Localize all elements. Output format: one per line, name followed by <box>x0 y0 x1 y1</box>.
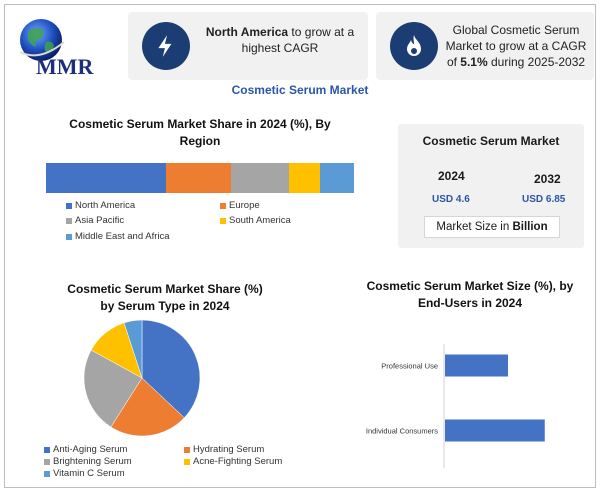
region-legend-item-middle-east-and-africa: Middle East and Africa <box>66 231 170 242</box>
region-legend-item-south-america: South America <box>220 215 291 226</box>
enduser-bar-chart: Professional Use Individual Consumers <box>366 344 545 468</box>
legend-swatch <box>66 202 72 209</box>
enduser-bar-professional-use <box>445 354 508 377</box>
serum-chart-title: Cosmetic Serum Market Share (%) by Serum… <box>67 282 263 313</box>
region-bar-segment-middle-east-and-africa <box>320 163 354 193</box>
legend-swatch <box>44 458 50 465</box>
mmr-logo: MMR <box>14 14 124 79</box>
serum-legend-item-hydrating-serum: Hydrating Serum <box>184 444 264 455</box>
legend-swatch <box>184 446 190 453</box>
region-chart-title: Cosmetic Serum Market Share in 2024 (%),… <box>69 117 331 148</box>
value-2024: USD 4.6 <box>432 194 470 205</box>
legend-label: Europe <box>229 200 260 211</box>
region-bar-segment-north-america <box>46 163 167 193</box>
north-america-callout: North America to grow at a highest CAGR <box>128 12 368 80</box>
pie-slice-brightening-serum <box>83 349 143 428</box>
serum-legend-item-anti-aging-serum: Anti-Aging Serum <box>44 444 127 455</box>
enduser-category-label-professional-use: Professional Use <box>381 362 438 371</box>
market-size-card: Cosmetic Serum Market 2024 USD 4.6 2032 … <box>398 124 584 248</box>
year-2032-label: 2032 <box>534 172 561 186</box>
enduser-chart-title: Cosmetic Serum Market Size (%), by End-U… <box>366 279 574 310</box>
value-2032: USD 6.85 <box>522 194 566 205</box>
region-stacked-bar <box>46 163 354 193</box>
region-bar-segment-europe <box>166 163 231 193</box>
legend-swatch <box>44 446 50 453</box>
cagr-callout-text: Global Cosmetic Serum Market to grow at … <box>445 23 587 69</box>
legend-label: Middle East and Africa <box>75 231 170 242</box>
globe-logo-icon: MMR <box>19 19 95 79</box>
cagr-callout: Global Cosmetic Serum Market to grow at … <box>376 12 594 80</box>
region-legend-item-north-america: North America <box>66 200 135 211</box>
region-bar-segment-asia-pacific <box>230 163 290 193</box>
main-title: Cosmetic Serum Market <box>231 83 369 97</box>
legend-label: South America <box>229 215 291 226</box>
serum-legend-item-brightening-serum: Brightening Serum <box>44 456 132 467</box>
market-size-unit-box: Market Size in Billion <box>424 216 560 238</box>
enduser-bar-individual-consumers <box>445 419 545 442</box>
pie-slice-vitamin-c-serum <box>123 319 143 379</box>
legend-label: Brightening Serum <box>53 456 132 467</box>
pie-slice-hydrating-serum <box>110 377 185 437</box>
legend-swatch <box>44 470 50 477</box>
lightning-bolt-icon <box>142 22 190 70</box>
serum-legend-item-vitamin-c-serum: Vitamin C Serum <box>44 468 125 479</box>
legend-swatch <box>66 233 72 240</box>
legend-label: Asia Pacific <box>75 215 125 226</box>
serum-legend-item-acne-fighting-serum: Acne-Fighting Serum <box>184 456 282 467</box>
enduser-category-label-individual-consumers: Individual Consumers <box>366 427 438 436</box>
svg-text:MMR: MMR <box>36 54 95 78</box>
legend-label: Anti-Aging Serum <box>53 444 128 455</box>
region-bar-segment-south-america <box>289 163 321 193</box>
region-legend-item-europe: Europe <box>220 200 260 211</box>
region-legend-item-asia-pacific: Asia Pacific <box>66 215 124 226</box>
legend-label: North America <box>75 200 136 211</box>
serum-pie-chart <box>83 319 201 437</box>
legend-label: Acne-Fighting Serum <box>193 456 283 467</box>
flame-icon <box>390 22 438 70</box>
pie-slice-anti-aging-serum <box>141 319 201 419</box>
market-size-card-title: Cosmetic Serum Market <box>422 134 560 148</box>
legend-swatch <box>220 217 226 224</box>
legend-swatch <box>220 202 226 209</box>
legend-label: Hydrating Serum <box>193 444 265 455</box>
legend-swatch <box>184 458 190 465</box>
year-2024-label: 2024 <box>438 169 465 183</box>
legend-label: Vitamin C Serum <box>53 468 125 479</box>
north-america-callout-text: North America to grow at a highest CAGR <box>205 25 355 55</box>
legend-swatch <box>66 217 72 224</box>
